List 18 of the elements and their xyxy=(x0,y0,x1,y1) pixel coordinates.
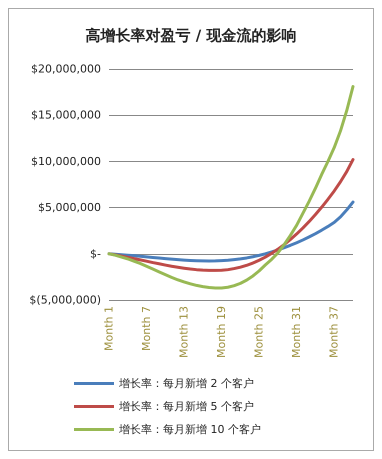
x-tick-label: Month 19 xyxy=(215,306,228,358)
y-tick-label: $(5,000,000) xyxy=(29,294,101,306)
chart-title: 高增长率对盈亏 / 现金流的影响 xyxy=(86,26,296,44)
x-tick-label: Month 1 xyxy=(102,306,116,351)
y-tick-label: $20,000,000 xyxy=(31,62,101,76)
y-tick-label: $10,000,000 xyxy=(31,154,101,168)
x-tick-label: Month 13 xyxy=(178,306,191,358)
x-tick-label: Month 37 xyxy=(328,306,341,358)
x-tick-label: Month 7 xyxy=(140,306,154,351)
line-series xyxy=(108,85,354,290)
y-tick-label: $5,000,000 xyxy=(38,201,101,214)
legend-label: 增长率：每月新增 5 个客户 xyxy=(118,400,254,413)
x-tick-label: Month 31 xyxy=(290,306,304,358)
legend-label: 增长率：每月新增 10 个客户 xyxy=(118,423,261,436)
y-tick-label: $15,000,000 xyxy=(31,108,101,122)
x-tick-label: Month 25 xyxy=(252,306,266,358)
y-tick-label: $- xyxy=(90,247,102,260)
legend-label: 增长率：每月新增 2 个客户 xyxy=(118,377,254,390)
